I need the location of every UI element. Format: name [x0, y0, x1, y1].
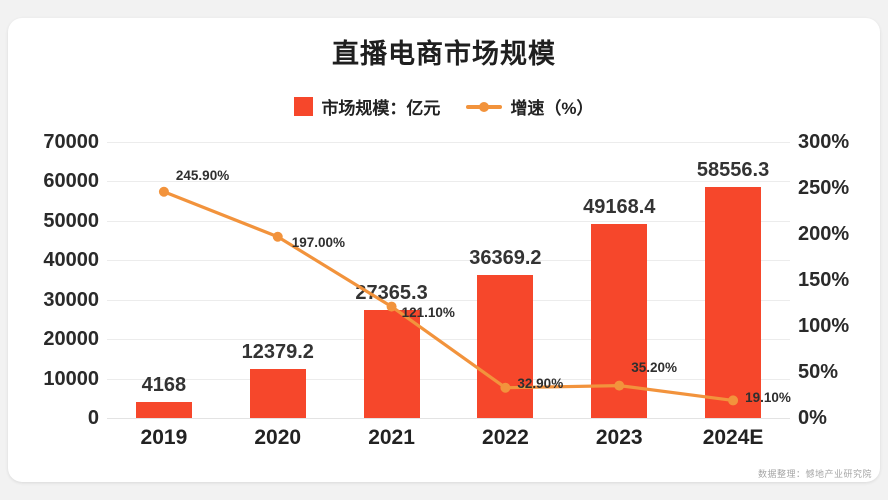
bar-2022[interactable] [477, 274, 534, 418]
line-point-2020[interactable] [272, 231, 283, 242]
gridline [107, 339, 790, 341]
legend-item-growth-rate[interactable]: 增速（%） [466, 94, 594, 119]
y-axis-left-tick: 40000 [43, 249, 99, 272]
line-point-2019[interactable] [158, 186, 169, 197]
x-axis-tick-2020: 2020 [254, 426, 302, 449]
gridline [107, 142, 790, 143]
bar-value-label: 58556.3 [696, 159, 770, 182]
gridline [107, 220, 790, 222]
gridline [107, 181, 790, 183]
y-axis-left-tick: 20000 [43, 328, 99, 351]
growth-value-label: 35.20% [631, 359, 678, 375]
page-title: 直播电商市场规模 [332, 39, 556, 69]
y-axis-right-tick: 250% [798, 177, 850, 199]
legend-bar-swatch-icon [294, 97, 314, 116]
source-note: 数据整理：憾地产业研究院 [757, 469, 872, 479]
bar-2023[interactable] [591, 224, 648, 418]
y-axis-left-tick: 60000 [43, 170, 99, 193]
x-axis-tick-2021: 2021 [368, 426, 415, 449]
plot-area: 0 10000 20000 30000 40000 50000 60000 70000 0% 5… [43, 124, 849, 449]
bar-2020[interactable] [249, 369, 306, 418]
growth-value-label: 245.90% [175, 167, 230, 183]
y-axis-right-tick: 200% [798, 223, 850, 245]
bar-2024E[interactable] [705, 187, 762, 418]
x-axis-tick-2019: 2019 [140, 426, 188, 449]
y-axis-right-tick: 150% [798, 269, 850, 291]
bar-2021[interactable] [363, 310, 420, 418]
y-axis-right-tick: 50% [798, 361, 839, 383]
growth-value-label: 197.00% [291, 234, 346, 250]
x-axis-tick-2024E: 2024E [702, 426, 764, 449]
growth-value-label: 32.90% [517, 375, 564, 391]
bar-value-label: 4168 [141, 373, 187, 396]
y-axis-right-tick: 100% [798, 315, 850, 337]
y-axis-left-tick: 0 [87, 407, 99, 429]
legend-item-market-size[interactable]: 市场规模：亿元 [294, 94, 440, 119]
growth-value-label: 19.10% [745, 390, 791, 406]
legend-line-label: 增速（%） [510, 99, 594, 118]
bar-value-label: 49168.4 [583, 196, 656, 219]
legend-bar-label: 市场规模：亿元 [321, 99, 441, 118]
x-axis-tick-2023: 2023 [595, 426, 643, 449]
y-axis-left-tick: 70000 [43, 131, 99, 153]
growth-value-label: 121.10% [401, 304, 455, 320]
bar-value-label: 36369.2 [469, 246, 542, 269]
x-axis-tick-2022: 2022 [482, 426, 529, 449]
bar-2019[interactable] [135, 401, 192, 418]
bar-value-label: 12379.2 [241, 341, 314, 364]
y-axis-left-tick: 10000 [43, 367, 99, 390]
y-axis-right-tick: 300% [798, 131, 850, 153]
y-axis-left-tick: 50000 [43, 209, 99, 232]
legend-line-marker-icon [466, 101, 503, 112]
y-axis-left-tick: 30000 [43, 288, 99, 311]
chart-legend: 市场规模：亿元 增速（%） [8, 94, 880, 119]
gridline [107, 418, 790, 419]
chart-card: 直播电商市场规模 市场规模：亿元 增速（%） 0 10000 20000 30000 4… [8, 18, 880, 482]
bar-value-label: 27365.3 [355, 282, 428, 305]
y-axis-right-tick: 0% [798, 407, 827, 429]
